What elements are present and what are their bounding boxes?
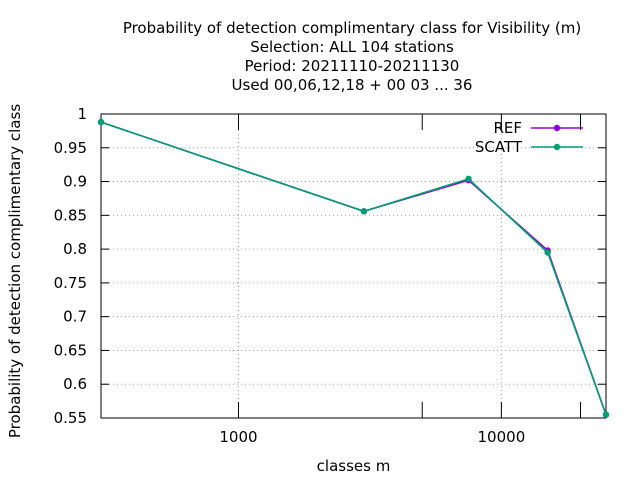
data-point-scatt (544, 249, 551, 256)
y-tick-label: 0.6 (63, 375, 87, 393)
y-tick-label: 0.95 (54, 139, 87, 157)
axis-ticks: 0.55 0.6 0.65 0.7 0.75 0.8 0.85 0.9 0.95 1 1000 100… (54, 105, 606, 446)
y-tick-label: 1 (77, 105, 87, 123)
title-line: Used 00,06,12,18 + 00 03 ... 36 (232, 76, 473, 94)
x-axis-label: classes m (317, 457, 391, 475)
y-tick-label: 0.8 (63, 240, 87, 258)
legend-label-ref: REF (493, 119, 522, 137)
data-point-scatt (602, 411, 610, 418)
chart-title: Probability of detection complimentary c… (123, 19, 581, 94)
grid (101, 114, 606, 418)
y-tick-label: 0.65 (54, 341, 87, 359)
data-point-scatt (97, 118, 105, 126)
data-point-scatt (360, 208, 368, 215)
legend-label-scatt: SCATT (475, 138, 523, 156)
series-line-ref (100, 121, 607, 415)
y-axis-label: Probability of detection complimentary c… (6, 104, 24, 438)
title-line: Probability of detection complimentary c… (123, 19, 581, 37)
x-tick-label: 10000 (478, 428, 526, 446)
y-tick-label: 0.85 (54, 206, 87, 224)
title-line: Selection: ALL 104 stations (250, 38, 454, 56)
series-line-scatt (100, 121, 607, 415)
legend-marker-ref (553, 124, 561, 132)
y-tick-label: 0.75 (54, 274, 87, 292)
y-tick-label: 0.55 (54, 409, 87, 427)
x-tick-label: 1000 (219, 428, 257, 446)
y-tick-label: 0.9 (63, 173, 87, 191)
y-tick-label: 0.7 (63, 308, 87, 326)
data-point-scatt (465, 175, 472, 183)
title-line: Period: 20211110-20211130 (245, 57, 460, 75)
plot-frame (100, 113, 607, 419)
legend-marker-scatt (553, 143, 561, 151)
series (97, 118, 610, 418)
